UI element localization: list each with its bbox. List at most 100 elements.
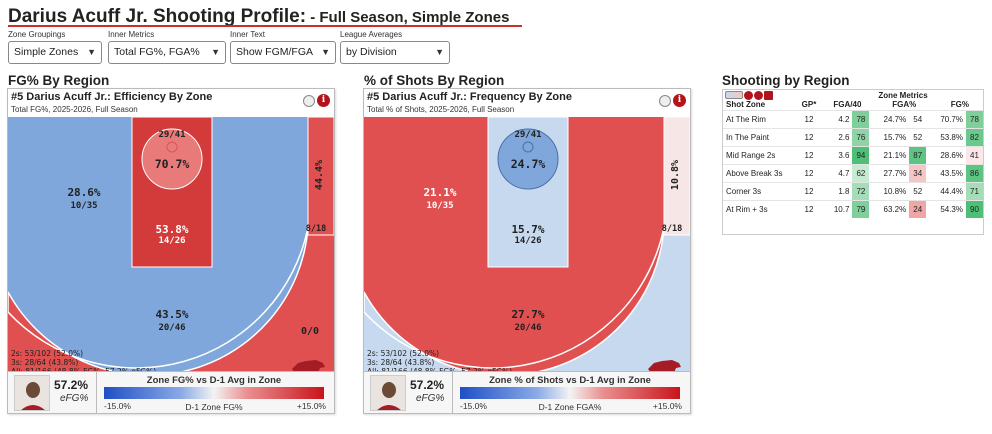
row-fga40: 4.7 [823, 163, 853, 182]
info-icon[interactable]: i [317, 94, 330, 108]
col-fga-pct[interactable]: FGA% [892, 100, 917, 110]
frequency-panel: #5 Darius Acuff Jr.: Frequency By Zone T… [363, 88, 691, 414]
row-zone: Above Break 3s [723, 163, 795, 182]
above-break-made: 20/46 [514, 323, 541, 333]
summary-threes: 3s: 28/64 (43.8%) [11, 358, 79, 367]
summary-threes: 3s: 28/64 (43.8%) [367, 358, 435, 367]
toggle-circle-icon[interactable] [303, 94, 315, 107]
summary-twos: 2s: 53/102 (52.0%) [367, 349, 440, 358]
row-fg: 70.7% [926, 109, 966, 128]
right-corner-zone [307, 117, 334, 236]
above-break-made: 20/46 [158, 323, 185, 333]
table-row: At Rim + 3s 12 10.7 79 63.2% 24 54.3% 90 [723, 199, 983, 218]
settings-icon[interactable] [744, 90, 753, 100]
legend-gradient-bar [104, 387, 324, 399]
row-fga40-pct: 76 [852, 127, 870, 146]
title-sub-1: - Full Season [306, 9, 404, 26]
inner-text-label: Inner Text [230, 30, 265, 39]
row-fga40-pct: 62 [852, 163, 870, 182]
frequency-panel-subtitle: Total % of Shots, 2025-2026, Full Season [367, 105, 515, 114]
efg-label: eFG% [416, 393, 445, 404]
inner-text-value: Show FGM/FGA [236, 46, 314, 58]
row-fga40: 10.7 [823, 199, 853, 218]
chevron-down-icon: ▼ [87, 47, 96, 57]
col-gp[interactable]: GP* [801, 100, 817, 110]
zone-metrics-table: Zone Metrics Shot Zone GP* FGA/40 FGA% F… [723, 90, 983, 218]
col-shot-zone[interactable]: Shot Zone [726, 100, 766, 110]
mid-made: 10/35 [70, 201, 97, 211]
inner-metrics-select[interactable]: Total FG%, FGA% ▼ [108, 41, 226, 64]
paint-pct: 15.7% [511, 223, 544, 236]
efficiency-panel-icons: i [303, 92, 330, 110]
legend-gradient-bar [460, 387, 680, 399]
row-fga: 24.7% [869, 109, 910, 128]
table-section-heading: Shooting by Region [722, 73, 850, 88]
league-averages-control: League Averages by Division ▼ [340, 30, 450, 64]
above-break-pct: 27.7% [511, 308, 544, 321]
three-point-arc [8, 226, 309, 371]
row-fga40-pct: 72 [852, 181, 870, 200]
row-zone: In The Paint [723, 127, 795, 146]
rim-made: 29/41 [158, 130, 185, 140]
frequency-panel-title: #5 Darius Acuff Jr.: Frequency By Zone [367, 91, 572, 103]
page-title: Darius Acuff Jr. Shooting Profile: - Ful… [8, 6, 509, 30]
summary-twos: 2s: 53/102 (52.0%) [11, 349, 84, 358]
col-fga40[interactable]: FGA/40 [833, 100, 862, 110]
row-fga: 21.1% [869, 145, 910, 164]
row-gp: 12 [795, 163, 823, 182]
info-icon[interactable] [754, 90, 763, 100]
row-fga: 15.7% [869, 127, 910, 146]
inner-metrics-control: Inner Metrics Total FG%, FGA% ▼ [108, 30, 226, 64]
chevron-down-icon: ▼ [211, 47, 220, 57]
player-avatar-icon [371, 376, 405, 410]
row-fga: 10.8% [869, 181, 910, 200]
table-row: In The Paint 12 2.6 76 15.7% 52 53.8% 82 [723, 127, 983, 146]
league-averages-select[interactable]: by Division ▼ [340, 41, 450, 64]
table-row: Mid Range 2s 12 3.6 94 21.1% 87 28.6% 41 [723, 145, 983, 164]
download-icon[interactable] [764, 90, 773, 100]
row-fga-pct: 52 [909, 127, 927, 146]
zone-metrics-header: Zone Metrics [878, 90, 928, 100]
efficiency-court: 29/41 70.7% 53.8% 14/26 28.6% 10/35 44.4… [8, 117, 334, 376]
toggle-circle-icon[interactable] [659, 94, 671, 107]
zone-metrics-table-wrap: Zone Metrics Shot Zone GP* FGA/40 FGA% F… [722, 89, 984, 235]
rim-made: 29/41 [514, 130, 541, 140]
row-fga40: 4.2 [823, 109, 853, 128]
table-group-header-row: Zone Metrics [723, 90, 983, 100]
row-fga: 27.7% [869, 163, 910, 182]
left-corner-made: 0/0 [301, 326, 319, 337]
mid-pct: 21.1% [423, 186, 456, 199]
rim-pct: 70.7% [155, 157, 190, 171]
legend-title: Zone % of Shots vs D-1 Avg in Zone [489, 375, 651, 386]
three-point-arc [364, 226, 665, 371]
row-fg-pct: 86 [966, 163, 983, 182]
footer-divider [452, 372, 453, 414]
zone-groupings-select[interactable]: Simple Zones ▼ [8, 41, 102, 64]
row-fga40: 3.6 [823, 145, 853, 164]
title-sub-2: Simple Zones [411, 9, 510, 26]
legend-min: -15.0% [460, 401, 487, 411]
corner-made: 8/18 [306, 224, 326, 234]
row-fga-pct: 52 [909, 181, 927, 200]
frequency-section-heading: % of Shots By Region [364, 73, 505, 88]
table-row: Above Break 3s 12 4.7 62 27.7% 34 43.5% … [723, 163, 983, 182]
row-zone: At Rim + 3s [723, 199, 795, 218]
efg-value: 57.2% [410, 378, 445, 392]
league-averages-value: by Division [346, 46, 397, 58]
info-icon[interactable]: i [673, 94, 686, 108]
mid-made: 10/35 [426, 201, 453, 211]
row-fg-pct: 82 [966, 127, 983, 146]
zone-groupings-label: Zone Groupings [8, 30, 66, 39]
row-fg: 43.5% [926, 163, 966, 182]
legend-min: -15.0% [104, 401, 131, 411]
efficiency-footer: 57.2% eFG% Zone FG% vs D-1 Avg in Zone -… [8, 371, 334, 414]
footer-divider [96, 372, 97, 414]
row-fg: 28.6% [926, 145, 966, 164]
table-row: Corner 3s 12 1.8 72 10.8% 52 44.4% 71 [723, 181, 983, 200]
col-fg-pct[interactable]: FG% [950, 100, 969, 110]
table-toggle-icon[interactable] [725, 91, 743, 100]
hoop-icon [522, 141, 534, 153]
inner-text-select[interactable]: Show FGM/FGA ▼ [230, 41, 336, 64]
row-zone: At The Rim [723, 109, 795, 128]
right-corner-zone [663, 117, 690, 236]
